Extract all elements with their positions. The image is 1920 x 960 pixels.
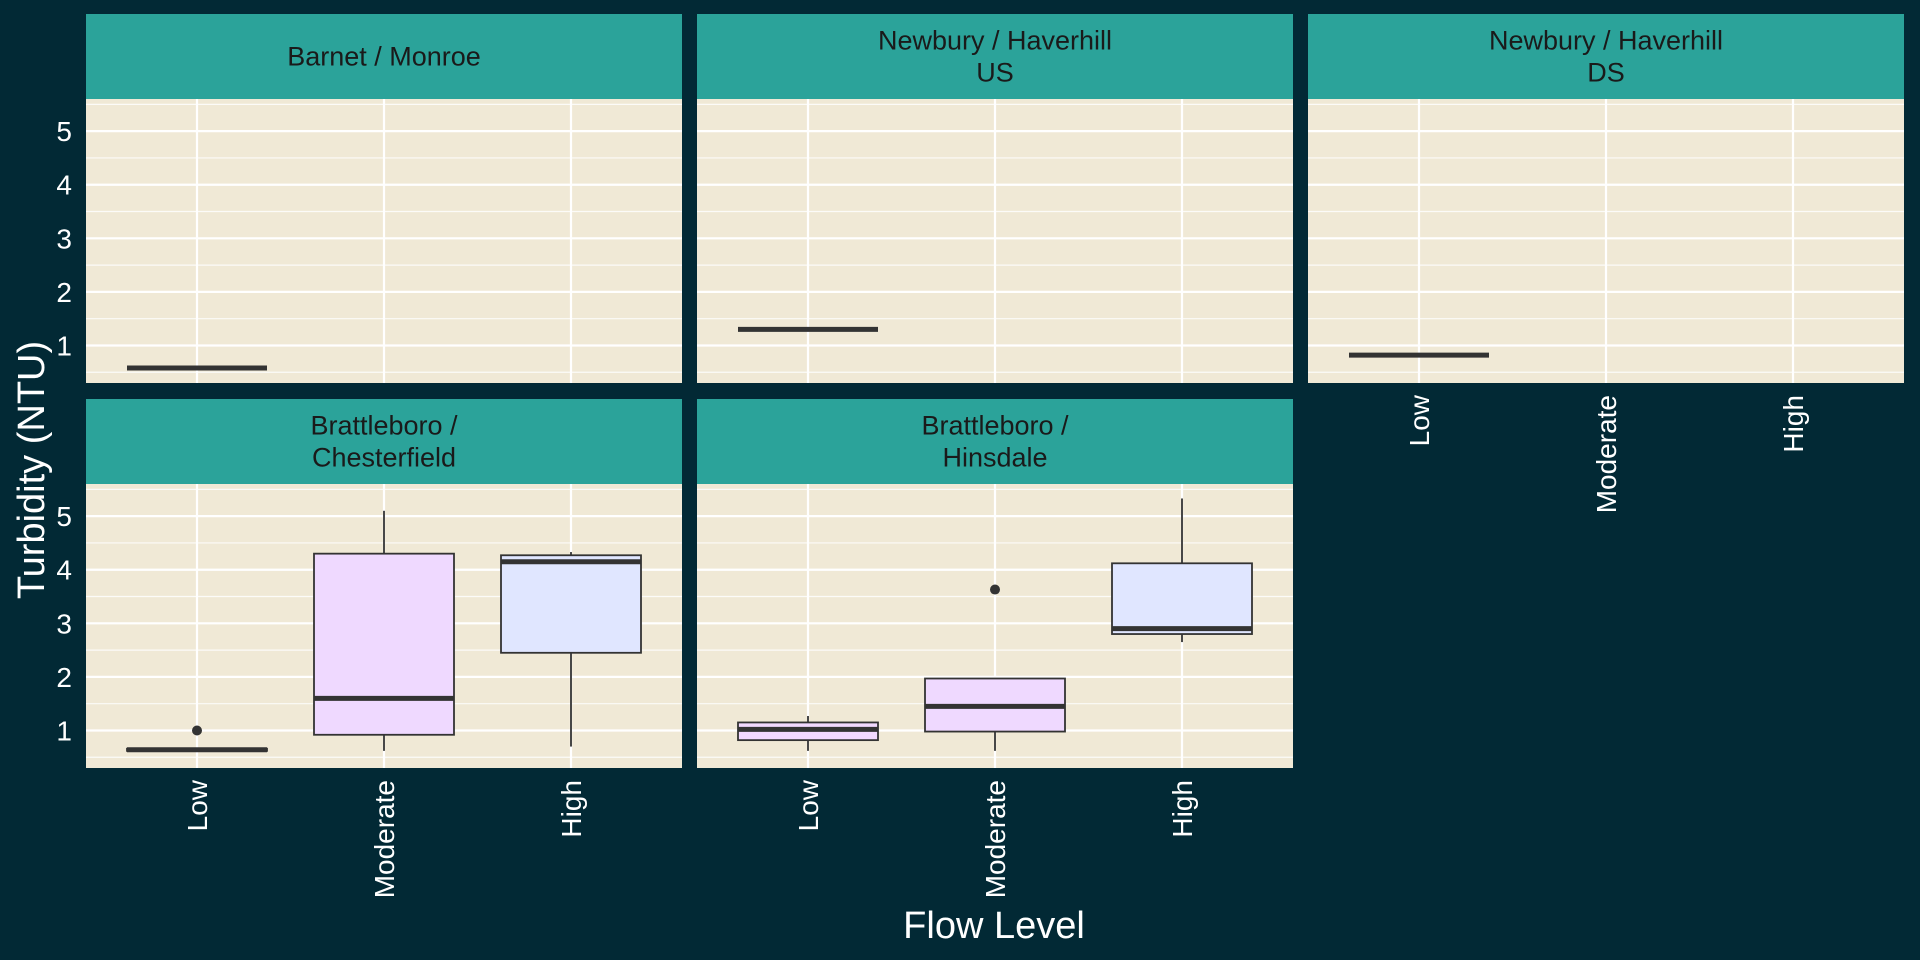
x-tick-label: Low <box>793 779 824 831</box>
y-tick-label: 4 <box>56 170 72 201</box>
y-tick-label: 4 <box>56 555 72 586</box>
y-tick-label: 1 <box>56 330 72 361</box>
facet-strip <box>697 399 1293 484</box>
y-tick-label: 5 <box>56 116 72 147</box>
x-tick-label: Moderate <box>369 780 400 898</box>
facet-strip-title: Hinsdale <box>942 443 1047 473</box>
x-tick-label: Moderate <box>980 780 1011 898</box>
facet-strip-title: US <box>976 58 1014 88</box>
y-tick-label: 1 <box>56 715 72 746</box>
facet-strip-title: Chesterfield <box>312 443 456 473</box>
box-moderate <box>313 510 455 751</box>
y-tick-label: 3 <box>56 608 72 639</box>
iqr-box <box>1111 562 1253 635</box>
iqr-box <box>500 554 642 654</box>
box-moderate <box>924 584 1066 751</box>
facet-strip-title: Brattleboro / <box>310 411 458 441</box>
y-axis-title: Turbidity (NTU) <box>11 341 53 599</box>
facet-panel: Brattleboro /Chesterfield 1 2 3 4 5 Low Moderat… <box>56 399 682 898</box>
facet-strip-title: Brattleboro / <box>921 411 1069 441</box>
box-high <box>500 552 642 747</box>
x-tick-label: High <box>556 780 587 838</box>
facet-strip <box>697 14 1293 99</box>
y-tick-label: 3 <box>56 223 72 254</box>
facet-strip-title: Newbury / Haverhill <box>878 26 1112 56</box>
facet-strip <box>1308 14 1904 99</box>
box-low <box>126 725 268 753</box>
facet-strip-title: DS <box>1587 58 1625 88</box>
outlier-point <box>990 584 1000 595</box>
y-tick-label: 2 <box>56 662 72 693</box>
facet-strip-title: Newbury / Haverhill <box>1489 26 1723 56</box>
facet-panel: Brattleboro /Hinsdale Low Moderate High <box>697 399 1293 898</box>
box-low <box>737 716 879 751</box>
box-high <box>1111 498 1253 643</box>
x-tick-label: Low <box>1404 394 1435 446</box>
y-tick-label: 5 <box>56 501 72 532</box>
facet-panel: Barnet / Monroe 1 2 3 4 5 <box>56 14 682 383</box>
outlier-point <box>192 725 202 736</box>
x-tick-label: High <box>1778 395 1809 453</box>
x-tick-label: High <box>1167 780 1198 838</box>
x-axis-title: Flow Level <box>903 905 1085 947</box>
x-tick-label: Low <box>182 779 213 831</box>
facet-strip <box>86 399 682 484</box>
iqr-box <box>313 552 455 736</box>
x-tick-label: Moderate <box>1591 395 1622 513</box>
facet-strip <box>86 14 682 99</box>
y-tick-label: 2 <box>56 277 72 308</box>
facet-strip-title: Barnet / Monroe <box>287 42 481 72</box>
